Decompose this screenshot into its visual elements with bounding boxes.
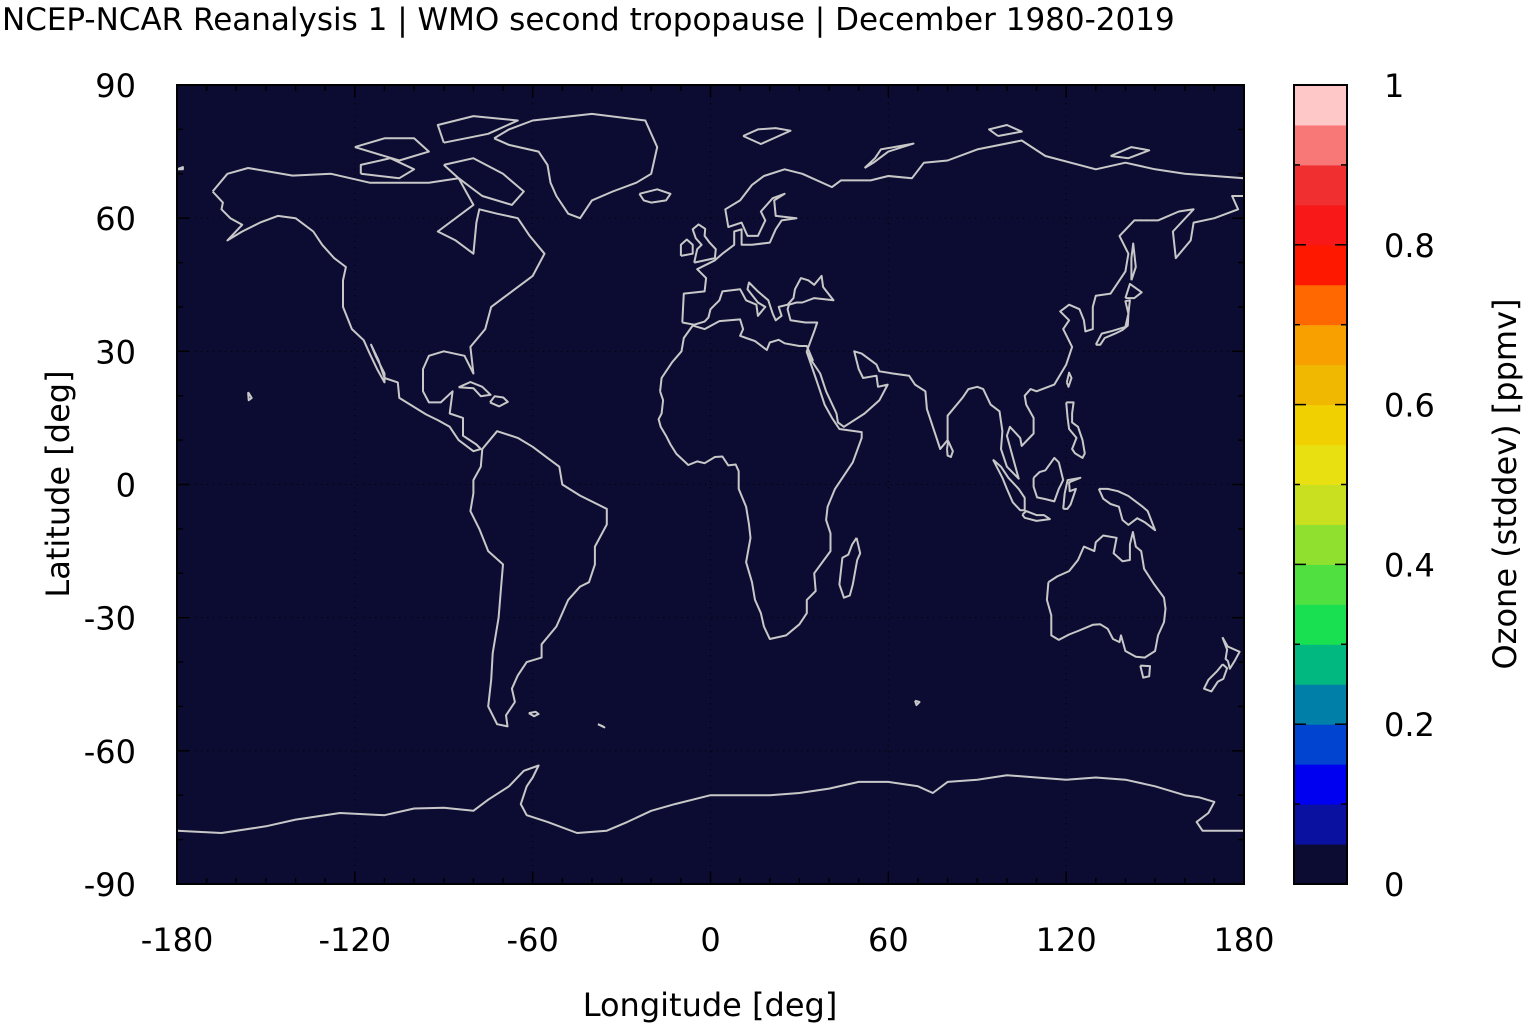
y-tick-label: 0 [116, 467, 136, 505]
colorbar-block [1294, 644, 1347, 685]
colorbar-block [1294, 804, 1347, 845]
coastline-wrangel [176, 166, 184, 171]
colorbar-tick-label: 0.6 [1384, 387, 1435, 425]
coastline-taiwan [1065, 371, 1073, 388]
coastline-australia [1045, 531, 1167, 659]
coastline-madagascar [838, 537, 862, 599]
colorbar-block [1294, 844, 1347, 885]
coastline-nz-south [1203, 663, 1229, 693]
colorbar-block [1294, 244, 1347, 286]
coastline-north-america [211, 167, 546, 453]
colorbar-tick-label: 0.8 [1384, 227, 1435, 265]
coastline-japan [1094, 299, 1131, 346]
coastline-ireland [679, 238, 694, 257]
coastline-hawaii [247, 391, 253, 402]
coastline-svalbard [742, 127, 792, 145]
coastline-tasmania [1139, 664, 1151, 679]
coastline-south-georgia [597, 723, 606, 729]
colorbar-block [1294, 404, 1347, 446]
colorbar-block [1294, 204, 1347, 246]
colorbar-label: Ozone (stddev) [ppmv] [1486, 298, 1524, 669]
colorbar-block [1294, 284, 1347, 326]
coastline-africa [657, 318, 863, 640]
map-frame [176, 84, 1245, 885]
coastline-nz-north [1221, 636, 1241, 670]
x-tick-label: 0 [700, 921, 720, 959]
coastline-hispaniola [489, 395, 509, 408]
coastlines [176, 112, 1245, 834]
y-tick-label: 30 [95, 333, 136, 371]
x-tick-label: -120 [319, 921, 392, 959]
coastline-kerguelen [914, 699, 921, 707]
coastline-antarctica [176, 764, 1244, 834]
coastline-sumatra [992, 458, 1026, 512]
coastline-new-siberia [1110, 146, 1151, 160]
colorbar-frame [1293, 84, 1348, 885]
x-tick-label: -180 [141, 921, 214, 959]
coastline-novaya-zemlya [863, 142, 915, 169]
colorbar [1294, 85, 1347, 885]
colorbar-tick-label: 1 [1384, 67, 1404, 105]
coastline-victoria [359, 157, 416, 180]
chart-title: NCEP-NCAR Reanalysis 1 | WMO second trop… [2, 2, 1175, 38]
colorbar-block [1294, 604, 1347, 645]
coastline-europe-asia [681, 139, 1245, 480]
y-axis-label: Latitude [deg] [39, 370, 77, 597]
coastline-hokkaido [1124, 282, 1143, 300]
coastline-sulawesi [1062, 476, 1082, 510]
coastline-java [1021, 510, 1051, 522]
colorbar-block [1294, 764, 1347, 805]
y-tick-label: -90 [84, 866, 136, 904]
x-axis-label: Longitude [deg] [583, 986, 838, 1024]
coastline-greenland [493, 112, 659, 220]
colorbar-block [1294, 85, 1347, 126]
coastline-uk [691, 223, 717, 264]
colorbar-block [1294, 684, 1347, 725]
colorbar-block [1294, 124, 1347, 166]
colorbar-tick-label: 0 [1384, 866, 1404, 904]
coastline-baffin [443, 157, 525, 206]
coastline-cuba [458, 381, 492, 398]
coastline-south-america [469, 430, 608, 728]
coastline-philippines [1065, 401, 1086, 459]
y-tick-label: 90 [95, 67, 136, 105]
colorbar-tick-labels: 0 0.2 0.4 0.6 0.8 1 [1384, 67, 1435, 904]
y-tick-label: -30 [84, 600, 136, 638]
coastline-iceland [638, 188, 672, 204]
y-tick-labels: 90 60 30 0 -30 -60 -90 [84, 67, 136, 904]
colorbar-block [1294, 724, 1347, 765]
colorbar-block [1294, 564, 1347, 605]
coastline-falklands [528, 710, 540, 718]
coastline-ellesmere [436, 115, 519, 144]
x-tick-label: 60 [868, 921, 909, 959]
colorbar-block [1294, 444, 1347, 485]
coastline-sakhalin [1130, 242, 1137, 281]
y-tick-label: -60 [84, 733, 136, 771]
coastline-severnaya [988, 124, 1023, 137]
colorbar-block [1294, 364, 1347, 406]
colorbar-block [1294, 484, 1347, 525]
colorbar-block [1294, 524, 1347, 565]
x-tick-label: 120 [1036, 921, 1097, 959]
coastline-new-guinea [1097, 487, 1157, 532]
colorbar-tick-label: 0.2 [1384, 706, 1435, 744]
coastline-sri-lanka [946, 440, 954, 458]
x-tick-labels: -180 -120 -60 0 60 120 180 [141, 921, 1275, 959]
colorbar-tick-label: 0.4 [1384, 546, 1435, 584]
colorbar-block [1294, 164, 1347, 206]
coastline-borneo [1032, 456, 1065, 503]
y-tick-label: 60 [95, 200, 136, 238]
x-tick-label: -60 [507, 921, 559, 959]
colorbar-block [1294, 324, 1347, 366]
x-tick-label: 180 [1213, 921, 1274, 959]
